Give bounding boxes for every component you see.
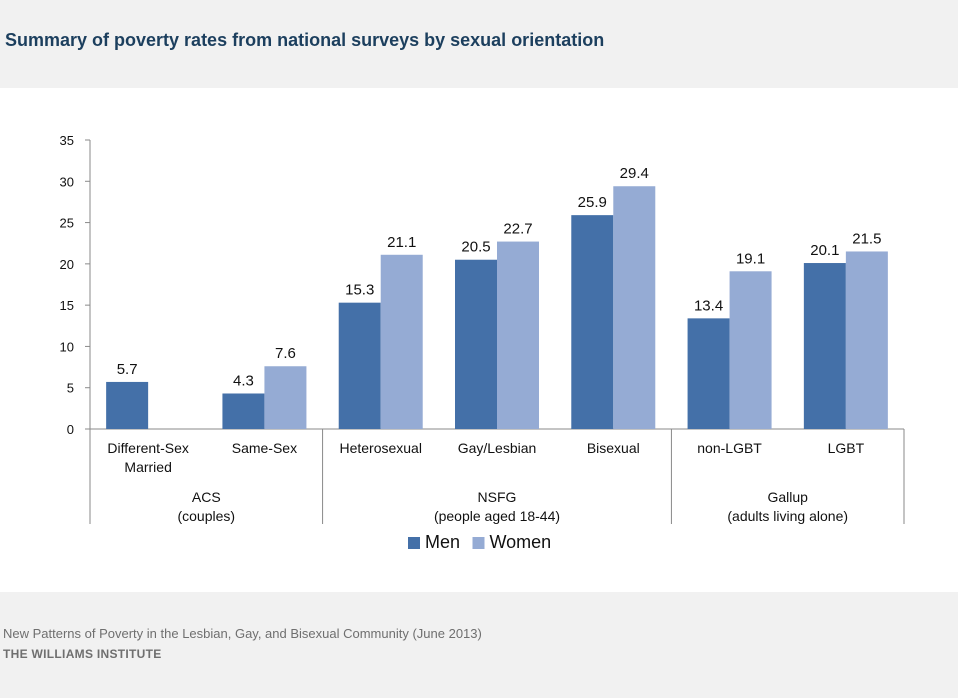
category-label: Gay/Lesbian — [458, 440, 537, 456]
bar-women — [264, 366, 307, 429]
bar-value-label: 7.6 — [275, 345, 296, 362]
legend-swatch-men — [408, 537, 420, 549]
category-label: LGBT — [828, 440, 865, 456]
category-label: Heterosexual — [339, 440, 422, 456]
bar-men — [222, 393, 265, 429]
bar-value-label: 15.3 — [345, 282, 374, 299]
group-label: Gallup — [767, 489, 808, 505]
legend-label-women: Women — [490, 532, 552, 552]
group-label: NSFG — [478, 489, 517, 505]
category-label: Bisexual — [587, 440, 640, 456]
y-tick-label: 25 — [60, 216, 74, 231]
bar-men — [455, 259, 497, 429]
y-tick-label: 35 — [60, 133, 74, 148]
legend-swatch-women — [472, 537, 485, 549]
footer: New Patterns of Poverty in the Lesbian, … — [0, 592, 958, 698]
bar-value-label: 25.9 — [578, 194, 607, 211]
y-tick-label: 20 — [60, 257, 74, 272]
category-label: Different-Sex — [107, 440, 188, 456]
bar-value-label: 5.7 — [117, 361, 138, 378]
y-tick-label: 10 — [60, 339, 74, 354]
bar-value-label: 22.7 — [503, 221, 532, 238]
category-label: non-LGBT — [697, 440, 762, 456]
page-title: Summary of poverty rates from national s… — [5, 30, 605, 50]
y-tick-label: 15 — [60, 298, 74, 313]
bar-value-label: 21.5 — [852, 230, 881, 247]
category-label: Married — [124, 459, 171, 475]
bar-women — [845, 251, 888, 429]
bar-women — [497, 241, 539, 429]
publisher-name: THE WILLIAMS INSTITUTE — [3, 647, 162, 661]
bar-women — [613, 186, 656, 429]
bar-value-label: 29.4 — [620, 165, 649, 182]
bar-value-label: 20.1 — [810, 242, 839, 259]
bar-value-label: 20.5 — [461, 239, 490, 256]
group-label: (couples) — [177, 508, 235, 524]
title-band: Summary of poverty rates from national s… — [0, 0, 958, 88]
bar-value-label: 4.3 — [233, 372, 254, 389]
y-tick-label: 30 — [60, 174, 74, 189]
bar-value-label: 21.1 — [387, 234, 416, 251]
bar-value-label: 19.1 — [736, 250, 765, 267]
bar-men — [803, 263, 846, 429]
bar-women — [729, 271, 772, 429]
source-citation: New Patterns of Poverty in the Lesbian, … — [3, 626, 482, 641]
y-tick-label: 5 — [67, 381, 74, 396]
category-label: Same-Sex — [232, 440, 297, 456]
bar-men — [338, 302, 381, 429]
bar-men — [687, 318, 730, 429]
group-label: (people aged 18-44) — [434, 508, 560, 524]
bar-women — [380, 254, 423, 429]
chart-panel: 0 5 10 15 20 25 30 35 5.7 Different-Sex Married 4.3… — [0, 88, 958, 592]
bar-value-label: 13.4 — [694, 297, 723, 314]
legend-label-men: Men — [425, 532, 460, 552]
y-tick-label: 0 — [67, 422, 74, 437]
bar-men — [106, 381, 149, 429]
group-label: ACS — [192, 489, 221, 505]
group-label: (adults living alone) — [727, 508, 848, 524]
bar-men — [571, 215, 614, 429]
poverty-bar-chart: 0 5 10 15 20 25 30 35 5.7 Different-Sex Married 4.3… — [60, 133, 905, 552]
